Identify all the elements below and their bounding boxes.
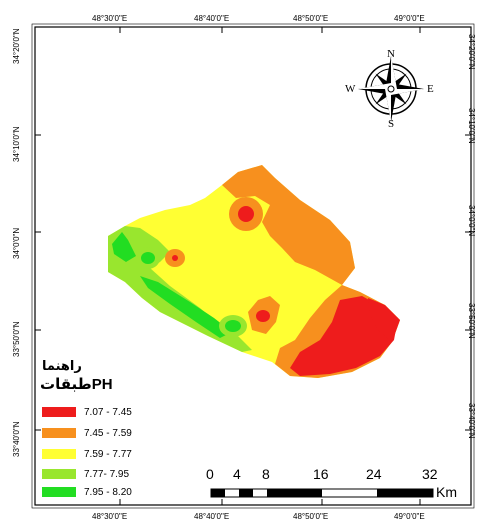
class-green-bright-blob-2 [225, 320, 241, 332]
legend-swatch [42, 469, 76, 479]
legend-subtitle: طبقاتPH [40, 376, 113, 393]
scale-tick-label: 4 [233, 466, 241, 482]
scale-tick-label: 16 [313, 466, 329, 482]
scale-tick-label: 0 [206, 466, 214, 482]
class-red-spot-n [238, 206, 254, 222]
legend-item-label: 7.07 - 7.45 [84, 406, 132, 418]
legend-item-label: 7.95 - 8.20 [84, 486, 132, 498]
top-longitude-label: 48°40'0"E [194, 14, 230, 23]
top-longitude-label: 48°30'0"E [92, 14, 128, 23]
compass-south-label: S [388, 118, 395, 130]
class-green-bright-blob [141, 252, 155, 264]
compass-north-label: N [387, 48, 395, 60]
scale-tick-label: 8 [262, 466, 270, 482]
study-area [108, 165, 400, 378]
bottom-longitude-label: 48°30'0"E [92, 512, 128, 521]
legend-swatch [42, 407, 76, 417]
class-red-east-tip [368, 298, 400, 342]
legend-item: 7.77- 7.95 [42, 467, 129, 481]
scale-tick-label: 32 [422, 466, 438, 482]
compass-east-label: E [427, 83, 434, 95]
compass-west-label: W [345, 83, 356, 95]
legend-item: 7.07 - 7.45 [42, 405, 132, 419]
legend-swatch [42, 428, 76, 438]
legend-item: 7.59 - 7.77 [42, 447, 132, 461]
class-green-bright-nw [112, 232, 136, 262]
scale-unit-label: Km [436, 484, 457, 500]
outer-frame [31, 23, 475, 509]
bottom-longitude-label: 49°0'0"E [394, 512, 425, 521]
legend-item-label: 7.59 - 7.77 [84, 448, 132, 460]
class-green-bright-west [140, 276, 232, 338]
top-longitude-label: 49°0'0"E [394, 14, 425, 23]
legend-swatch [42, 487, 76, 497]
class-red-spot-c [256, 310, 270, 322]
class-red-spot-w [172, 255, 178, 261]
map-frame [34, 26, 472, 506]
bottom-longitude-label: 48°40'0"E [194, 512, 230, 521]
top-longitude-label: 48°50'0"E [293, 14, 329, 23]
legend-swatch [42, 449, 76, 459]
bottom-longitude-label: 48°50'0"E [293, 512, 329, 521]
legend-item: 7.95 - 8.20 [42, 485, 132, 499]
legend-item-label: 7.77- 7.95 [84, 468, 130, 480]
class-orange-ne [222, 165, 355, 285]
graticule-ticks [35, 27, 471, 505]
legend-item-label: 7.45 - 7.59 [84, 427, 132, 439]
legend-item: 7.45 - 7.59 [42, 426, 132, 440]
scale-tick-label: 24 [366, 466, 382, 482]
legend-title: راهنما [42, 358, 82, 373]
